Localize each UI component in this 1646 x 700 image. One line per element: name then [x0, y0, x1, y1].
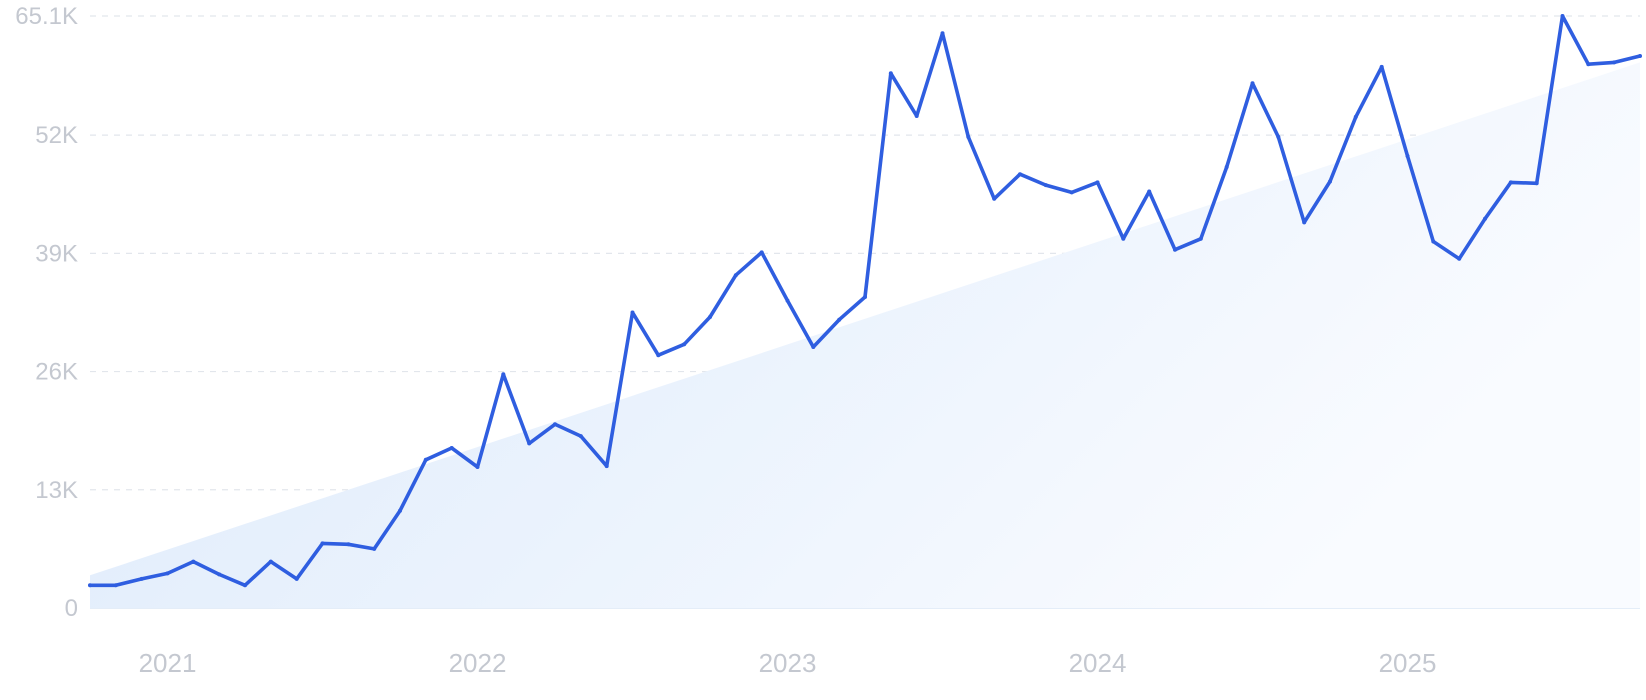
data-point	[527, 441, 532, 446]
data-point	[1276, 134, 1281, 139]
data-point	[863, 295, 867, 299]
data-point	[1069, 190, 1074, 195]
y-tick-label: 52K	[35, 122, 78, 149]
data-point	[372, 546, 377, 551]
y-tick-label: 13K	[35, 477, 78, 504]
data-point	[1457, 256, 1462, 261]
data-point	[1198, 236, 1203, 241]
y-axis-ticks: 0 13K 26K 39K 52K 65.1K	[15, 3, 78, 622]
data-point	[320, 541, 325, 546]
data-point	[449, 446, 454, 450]
data-point	[759, 250, 764, 255]
data-point	[940, 31, 945, 36]
trend-area	[90, 62, 1640, 609]
data-point	[1560, 14, 1565, 18]
data-point	[475, 465, 480, 469]
data-point	[1405, 154, 1410, 158]
data-point	[1612, 60, 1617, 65]
data-point	[1534, 181, 1539, 186]
y-tick-label: 26K	[35, 359, 78, 386]
data-point	[88, 583, 92, 588]
data-point	[785, 298, 790, 303]
data-point	[1638, 54, 1642, 58]
data-point	[656, 353, 661, 358]
data-point	[1483, 216, 1487, 221]
data-point	[630, 310, 635, 315]
data-point	[1353, 114, 1358, 119]
data-point	[1121, 236, 1126, 241]
data-point	[1250, 81, 1255, 86]
data-point	[837, 317, 842, 322]
trend-area-fill	[90, 62, 1640, 609]
data-point	[604, 464, 609, 469]
data-point	[914, 114, 919, 118]
data-point	[1328, 179, 1332, 184]
data-point	[217, 572, 222, 577]
data-point	[1586, 62, 1591, 67]
x-tick-label: 2023	[759, 648, 817, 678]
data-point	[992, 196, 997, 201]
series-line-group	[88, 14, 1642, 588]
data-point	[1018, 172, 1022, 177]
data-point	[1508, 180, 1513, 185]
y-tick-label: 65.1K	[15, 3, 78, 30]
x-tick-label: 2024	[1069, 648, 1127, 678]
data-point	[501, 372, 506, 377]
data-point	[243, 583, 247, 588]
data-point	[578, 434, 583, 439]
x-tick-label: 2025	[1379, 648, 1437, 678]
data-point	[1302, 220, 1307, 225]
data-point	[682, 342, 687, 347]
data-point	[139, 576, 144, 581]
y-tick-label: 0	[65, 595, 78, 622]
data-point	[1095, 180, 1100, 185]
y-tick-label: 39K	[35, 240, 78, 267]
data-point	[346, 542, 351, 547]
data-point	[708, 315, 712, 319]
data-point	[165, 571, 170, 576]
data-point	[294, 576, 299, 581]
data-point	[1173, 247, 1177, 252]
data-point	[733, 273, 738, 278]
data-point	[1224, 165, 1229, 169]
data-point	[966, 134, 971, 139]
data-point	[1043, 183, 1048, 188]
data-point	[888, 71, 893, 76]
data-point	[191, 559, 196, 564]
data-point	[1147, 189, 1152, 194]
data-point	[1379, 64, 1384, 69]
data-point	[268, 559, 273, 564]
data-point	[113, 583, 118, 588]
x-tick-label: 2021	[139, 648, 197, 678]
data-point	[553, 422, 557, 427]
x-axis-ticks: 2021 2022 2023 2024 2025	[139, 648, 1437, 678]
data-point	[398, 508, 402, 513]
data-point	[811, 345, 816, 349]
data-point	[1431, 239, 1436, 244]
x-tick-label: 2022	[449, 648, 507, 678]
data-point	[423, 457, 428, 462]
